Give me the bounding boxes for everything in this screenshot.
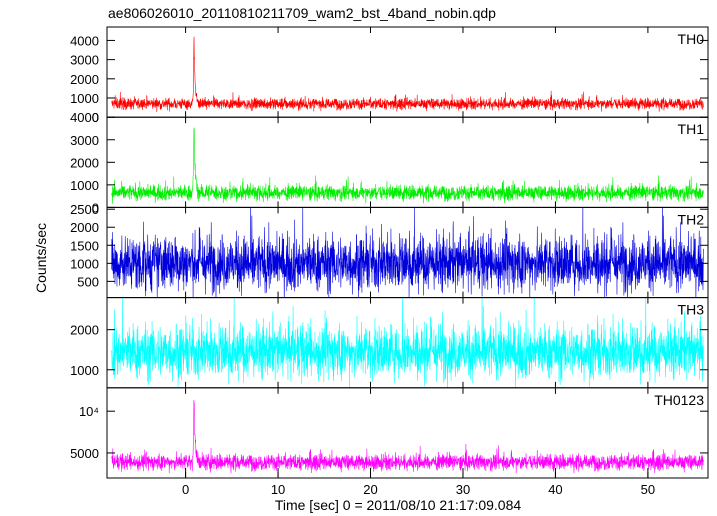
y-tick-label: 10⁴ [79,404,99,419]
chart-title: ae806026010_20110810211709_wam2_bst_4ban… [108,5,496,21]
x-tick-label: 20 [363,482,377,497]
y-tick-label: 0 [92,200,99,215]
panel-th2: 500 1000 1500 2000 2500 TH2 [70,202,709,299]
panels-group: 0 1000 2000 3000 4000 TH0 0 1000 2000 3000 4000 TH1… [70,26,709,479]
y-tick-label: 2000 [70,323,99,338]
y-tick-label: 1000 [70,363,99,378]
panel-label-th0: TH0 [678,31,705,47]
panel-label-th2: TH2 [678,211,705,227]
y-tick-label: 500 [77,274,99,289]
panel-label-th0123: TH0123 [654,392,704,408]
x-tick-label: 10 [271,482,285,497]
panel-th0: 0 1000 2000 3000 4000 TH0 [70,26,709,125]
panel-frame [106,206,709,299]
panel-th1: 0 1000 2000 3000 4000 TH1 [70,110,709,215]
y-axis-label: Counts/sec [33,223,49,293]
y-tick-label: 0 [92,110,99,125]
series-line-th1 [111,127,704,204]
y-tick-label: 2000 [70,72,99,87]
panel-label-th1: TH1 [678,121,705,137]
y-tick-label: 2000 [70,220,99,235]
y-tick-label: 2000 [70,155,99,170]
x-tick-label: 30 [456,482,470,497]
y-tick-label: 5000 [70,446,99,461]
y-tick-label: 1500 [70,238,99,253]
series-line-th3 [111,297,704,388]
x-tick-label: 50 [641,482,655,497]
y-tick-label: 3000 [70,133,99,148]
y-tick-label: 4000 [70,33,99,48]
x-tick-label: 0 [182,482,189,497]
y-tick-label: 1000 [70,91,99,106]
x-tick-label: 40 [548,482,562,497]
panel-frame [106,387,709,479]
x-axis: 0 10 20 30 40 50 [182,468,655,497]
y-tick-label: 1000 [70,178,99,193]
y-tick-label: 2500 [70,202,99,217]
x-axis-label: Time [sec] 0 = 2011/08/10 21:17:09.084 [275,497,522,513]
y-tick-label: 3000 [70,53,99,68]
series-line-th0123 [111,400,704,474]
panel-th3: 1000 2000 TH3 [70,297,709,389]
series-line-th2 [111,207,704,298]
series-line-th0 [111,36,704,113]
panel-label-th3: TH3 [678,302,705,318]
y-tick-label: 1000 [70,256,99,271]
y-tick-label: 4000 [70,110,99,125]
panel-th0123: 5000 10⁴ TH0123 [70,387,709,479]
